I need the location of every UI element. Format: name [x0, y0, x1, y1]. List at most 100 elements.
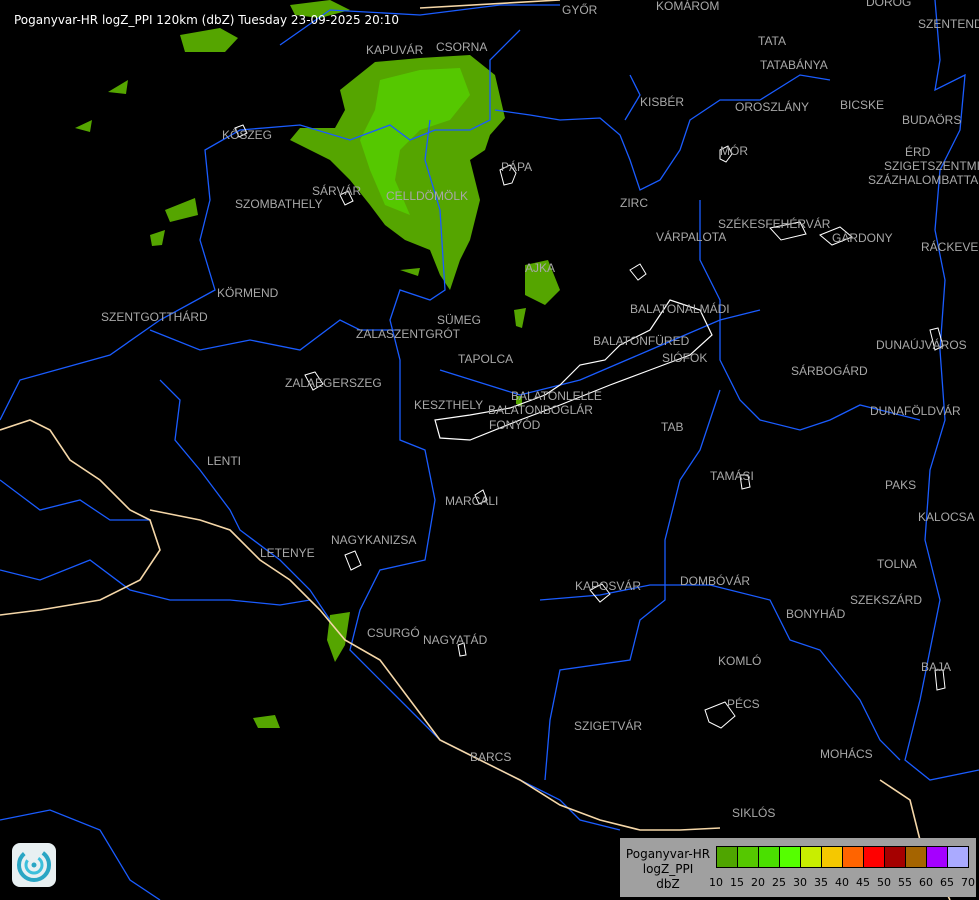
city-label: BALATONALMÁDI — [630, 302, 730, 316]
city-label: SZÉKESFEHÉRVÁR — [718, 217, 831, 231]
city-label: DUNAÚJVÁROS — [876, 338, 967, 352]
city-label: AJKA — [525, 261, 556, 275]
city-label: TATABÁNYA — [760, 58, 828, 72]
legend-swatch — [821, 846, 843, 868]
city-label: PAKS — [885, 478, 917, 492]
city-label: CSURGÓ — [367, 626, 420, 640]
lake-balaton — [434, 299, 713, 441]
city-label: BALATONBOGLÁR — [488, 403, 593, 417]
legend-swatch — [842, 846, 864, 868]
city-label: KAPOSVÁR — [575, 579, 642, 593]
echo-west4 — [108, 80, 128, 94]
city-label: ZALASZENTGRÓT — [356, 327, 461, 341]
legend-swatch — [737, 846, 759, 868]
city-label: SZIGETSZENTMIKLÓS — [884, 159, 979, 173]
town-outlines — [234, 124, 946, 729]
city-label: KŐSZEG — [222, 128, 273, 142]
legend-swatch — [758, 846, 780, 868]
city-label: ÉRD — [905, 145, 931, 159]
state-border — [0, 0, 951, 900]
city-label: NAGYATÁD — [423, 633, 488, 647]
legend-tick: 70 — [961, 876, 975, 889]
echo-small2 — [400, 268, 420, 276]
city-label: MOHÁCS — [820, 747, 873, 761]
city-label: ZIRC — [620, 196, 648, 210]
legend-unit: dbZ — [656, 877, 680, 891]
city-label: BALATONFÜRED — [593, 334, 690, 348]
city-label: OROSZLÁNY — [735, 100, 810, 114]
city-label: KISBÉR — [640, 95, 685, 109]
echo-north — [180, 28, 238, 52]
city-label: RÁCKEVE — [921, 240, 979, 254]
city-label: SIKLÓS — [732, 806, 776, 820]
city-label: NAGYKANIZSA — [331, 533, 417, 547]
legend-swatch — [947, 846, 969, 868]
city-label: SZENTGOTTHÁRD — [101, 310, 208, 324]
city-label: TAB — [661, 420, 684, 434]
city-label: BALATONLELLE — [511, 389, 602, 403]
legend-tick: 25 — [772, 876, 786, 889]
echo-west2 — [150, 230, 165, 246]
city-label: BUDAÖRS — [902, 113, 962, 127]
echo-ajka — [525, 260, 560, 305]
legend-product: logZ_PPI — [642, 862, 694, 876]
legend-tick: 65 — [940, 876, 954, 889]
legend-swatch — [800, 846, 822, 868]
city-label: SÁRVÁR — [312, 184, 362, 198]
city-label: MARCALI — [445, 494, 499, 508]
city-label: SÁRBOGÁRD — [791, 364, 868, 378]
legend-tick: 15 — [730, 876, 744, 889]
city-label: PÁPA — [501, 160, 533, 174]
echo-sw — [253, 715, 280, 728]
city-label: TOLNA — [877, 557, 917, 571]
color-legend: Poganyvar-HR logZ_PPI dbZ 10 15 20 25 30 35 40… — [620, 838, 976, 897]
legend-source: Poganyvar-HR — [625, 847, 711, 861]
city-label: CSORNA — [436, 40, 488, 54]
city-label: SZENTENDRE — [918, 17, 979, 31]
legend-swatch — [926, 846, 948, 868]
legend-swatch — [863, 846, 885, 868]
echo-west3 — [75, 120, 92, 132]
city-label: BONYHÁD — [786, 607, 846, 621]
radar-title: Poganyvar-HR logZ_PPI 120km (dbZ) Tuesda… — [14, 13, 400, 27]
city-label: TAMÁSI — [710, 469, 754, 483]
city-label: GYŐR — [562, 3, 598, 17]
legend-tick: 30 — [793, 876, 807, 889]
city-label: SZÁZHALOMBATTA — [868, 173, 979, 187]
city-label: PÉCS — [727, 697, 760, 711]
city-label: CELLDÖMÖLK — [386, 189, 469, 203]
city-label: DUNAFÖLDVÁR — [870, 404, 961, 418]
city-label: MÓR — [720, 144, 748, 158]
legend-tick: 40 — [835, 876, 849, 889]
city-label: LENTI — [207, 454, 242, 468]
echo-top — [290, 0, 350, 18]
echo-mid — [360, 68, 470, 215]
city-label: VÁRPALOTA — [656, 230, 727, 244]
city-label: BAJA — [921, 660, 952, 674]
city-label: BICSKE — [840, 98, 885, 112]
echo-west1 — [165, 198, 198, 222]
legend-tick: 55 — [898, 876, 912, 889]
legend-swatch — [905, 846, 927, 868]
legend-tick: 35 — [814, 876, 828, 889]
radar-logo-icon — [12, 843, 56, 887]
city-label: SIÓFOK — [662, 351, 708, 365]
echo-south — [327, 612, 350, 662]
city-label: SZOMBATHELY — [235, 197, 323, 211]
city-label: DOROG — [866, 0, 912, 9]
legend-tick: 60 — [919, 876, 933, 889]
city-label: LETENYE — [260, 546, 315, 560]
legend-tick: 20 — [751, 876, 765, 889]
city-label: DOMBÓVÁR — [680, 574, 751, 588]
legend-swatch — [779, 846, 801, 868]
city-label: TATA — [758, 34, 786, 48]
legend-tick: 10 — [709, 876, 723, 889]
city-label: GÁRDONY — [832, 231, 893, 245]
legend-swatch — [884, 846, 906, 868]
legend-tick: 50 — [877, 876, 891, 889]
city-label: TAPOLCA — [458, 352, 514, 366]
city-label: KAPUVÁR — [366, 43, 424, 57]
legend-tick: 45 — [856, 876, 870, 889]
city-label: FONYÓD — [489, 418, 541, 432]
